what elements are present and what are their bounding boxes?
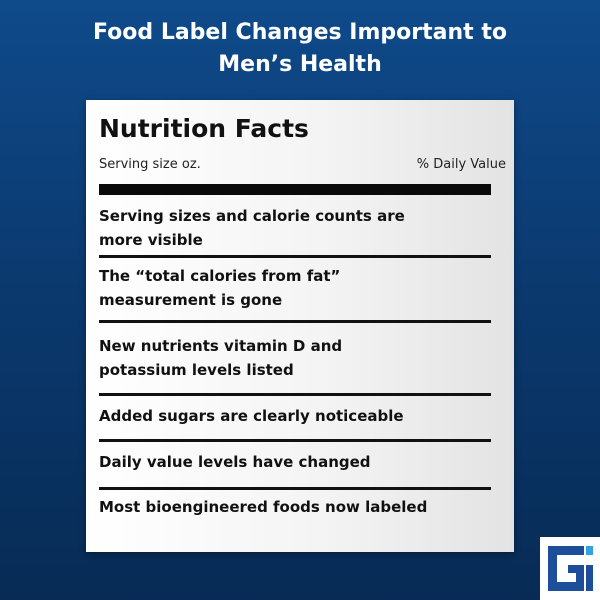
label-item-vitamin-d-potassium: New nutrients vitamin D and potassium le… [99,337,343,379]
nutrition-facts-title: Nutrition Facts [99,114,309,143]
daily-value-label: % Daily Value [416,157,506,172]
divider [99,439,491,442]
headline-line-1: Food Label Changes Important to [93,20,507,45]
nutrition-label-card: Nutrition Facts Serving size oz. % Daily… [86,100,514,552]
brand-logo-icon [540,537,600,600]
divider [99,487,491,490]
divider [99,255,491,258]
serving-size-label: Serving size oz. [99,157,201,172]
divider [99,320,491,323]
label-item-calories-from-fat: The “total calories from fat” measuremen… [99,267,341,309]
label-item-serving-sizes: Serving sizes and calorie counts are mor… [99,207,405,249]
divider [99,393,491,396]
label-item-bioengineered-foods: Most bioengineered foods now labeled [99,498,428,516]
headline: Food Label Changes Important to Men’s He… [0,17,600,81]
label-item-daily-value-levels: Daily value levels have changed [99,453,371,471]
thick-divider [99,184,491,195]
headline-line-2: Men’s Health [218,52,382,77]
label-item-added-sugars: Added sugars are clearly noticeable [99,407,404,425]
